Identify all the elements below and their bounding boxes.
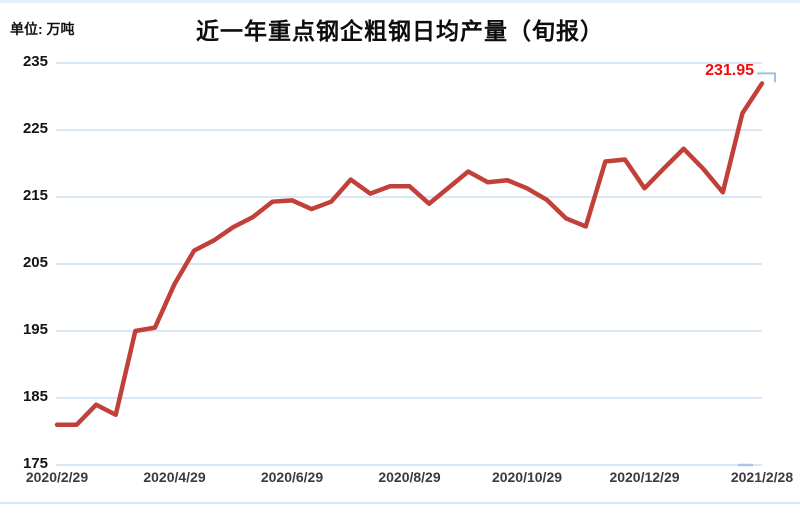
y-axis-tick-label: 235 — [22, 53, 48, 70]
x-axis-tick-label: 2020/8/29 — [378, 469, 441, 485]
x-axis-tick-label: 2020/2/29 — [25, 469, 89, 485]
unit-label: 单位: 万吨 — [10, 21, 75, 37]
series-line — [54, 81, 765, 428]
y-axis-tick-label: 205 — [22, 254, 48, 271]
endpoint-marker-icon — [757, 72, 776, 83]
x-axis-tick-label: 2020/12/29 — [609, 469, 680, 485]
x-axis-tick-label: 2020/6/29 — [260, 469, 324, 485]
bottom-divider — [0, 502, 800, 504]
top-accent-bar — [0, 0, 800, 3]
y-axis-tick-label: 175 — [22, 455, 48, 472]
y-axis-tick-label: 225 — [22, 120, 48, 137]
y-axis-tick-label: 195 — [22, 321, 48, 338]
y-axis-tick-label: 215 — [22, 187, 48, 204]
x-axis-tick-label: 2020/4/29 — [143, 469, 206, 485]
x-axis-tick-label: 2020/10/29 — [491, 469, 563, 485]
chart-title: 近一年重点钢企粗钢日均产量（旬报） — [196, 18, 604, 44]
last-value-label: 231.95 — [705, 62, 754, 80]
x-axis-tick-label: 2021/2/28 — [730, 469, 794, 485]
y-axis-tick-label: 185 — [22, 388, 48, 405]
